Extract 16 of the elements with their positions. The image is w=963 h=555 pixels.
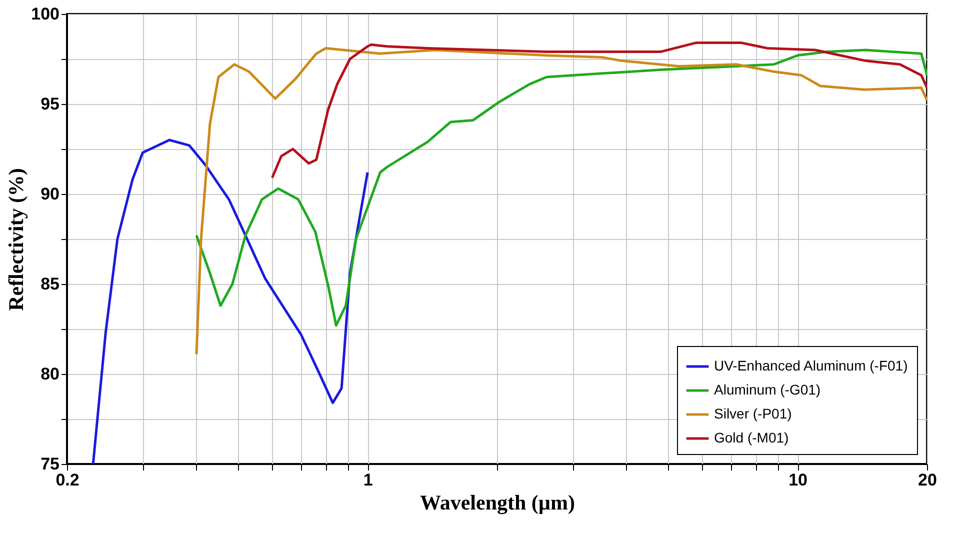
y-tick-label: 75	[40, 454, 60, 474]
legend-label: Gold (-M01)	[714, 430, 789, 446]
y-tick-label: 100	[31, 4, 60, 24]
legend-label: UV-Enhanced Aluminum (-F01)	[714, 358, 908, 374]
y-axis-title: Reflectivity (%)	[4, 168, 28, 311]
x-tick-label: 10	[788, 470, 808, 490]
y-tick-label: 85	[40, 274, 60, 294]
y-tick-label: 90	[40, 184, 60, 204]
x-tick-label: 20	[918, 470, 937, 490]
x-tick-label: 0.2	[56, 470, 80, 490]
x-tick-label: 1	[363, 470, 373, 490]
legend-label: Aluminum (-G01)	[714, 382, 821, 398]
legend-label: Silver (-P01)	[714, 406, 792, 422]
x-axis-title: Wavelength (µm)	[420, 490, 576, 514]
y-tick-label: 95	[40, 94, 60, 114]
y-tick-label: 80	[40, 364, 60, 384]
